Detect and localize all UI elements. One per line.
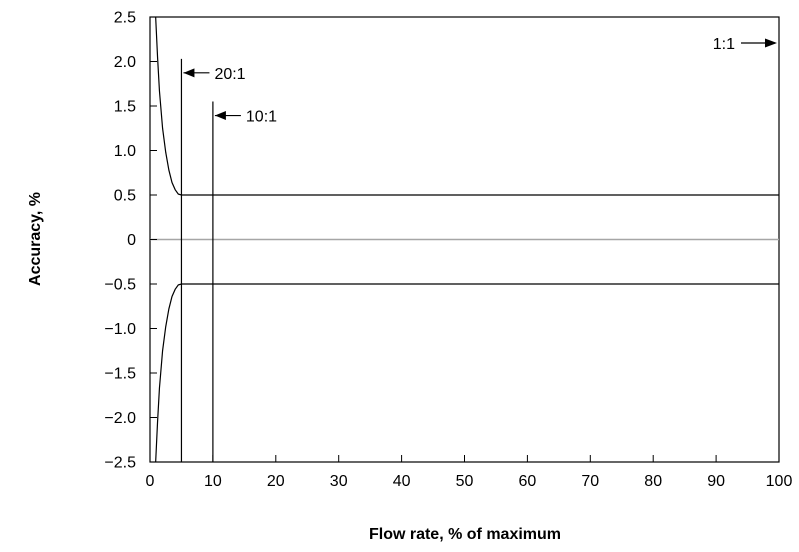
x-tick-label: 0 (146, 473, 155, 490)
x-tick-label: 100 (766, 473, 793, 490)
x-tick-label: 80 (644, 473, 662, 490)
y-tick-label: −2.0 (104, 410, 136, 427)
y-tick-label: 2.5 (114, 10, 136, 27)
turndown-label-2: 1:1 (713, 36, 735, 53)
axis-ticks-group: 0 10 20 30 40 50 60 70 80 90 100 2.5 2.0 1.5 1.0 0.5 0 −0… (104, 10, 792, 491)
y-tick-label: 0 (127, 232, 136, 249)
y-tick-label: 1.0 (114, 143, 136, 160)
x-tick-label: 60 (519, 473, 537, 490)
x-tick-label: 30 (330, 473, 348, 490)
turndown-label-0: 20:1 (214, 66, 245, 83)
y-tick-label: −1.5 (104, 366, 136, 383)
turndown-label-1: 10:1 (246, 109, 277, 126)
accuracy-envelope-group (155, 16, 779, 463)
turndown-arrow-head-1 (214, 111, 226, 121)
x-tick-label: 10 (204, 473, 222, 490)
x-tick-label: 20 (267, 473, 285, 490)
y-tick-label: 1.5 (114, 99, 136, 116)
y-tick-label: −1.0 (104, 321, 136, 338)
x-tick-label: 40 (393, 473, 411, 490)
x-tick-label: 90 (707, 473, 725, 490)
y-tick-label: 2.0 (114, 54, 136, 71)
x-tick-label: 50 (456, 473, 474, 490)
turndown-arrow-head-2 (765, 38, 777, 48)
y-tick-label: −0.5 (104, 277, 136, 294)
y-tick-label: 0.5 (114, 188, 136, 205)
turndown-arrow-head-0 (183, 68, 195, 78)
turndown-marker-group: 20:1 10:1 1:1 (180, 36, 777, 462)
x-axis-title: Flow rate, % of maximum (369, 526, 561, 543)
y-axis-title: Accuracy, % (27, 192, 44, 286)
y-tick-label: −2.5 (104, 455, 136, 472)
x-tick-label: 70 (581, 473, 599, 490)
upper-accuracy-envelope-line (155, 16, 779, 196)
lower-accuracy-envelope-line (155, 283, 779, 463)
